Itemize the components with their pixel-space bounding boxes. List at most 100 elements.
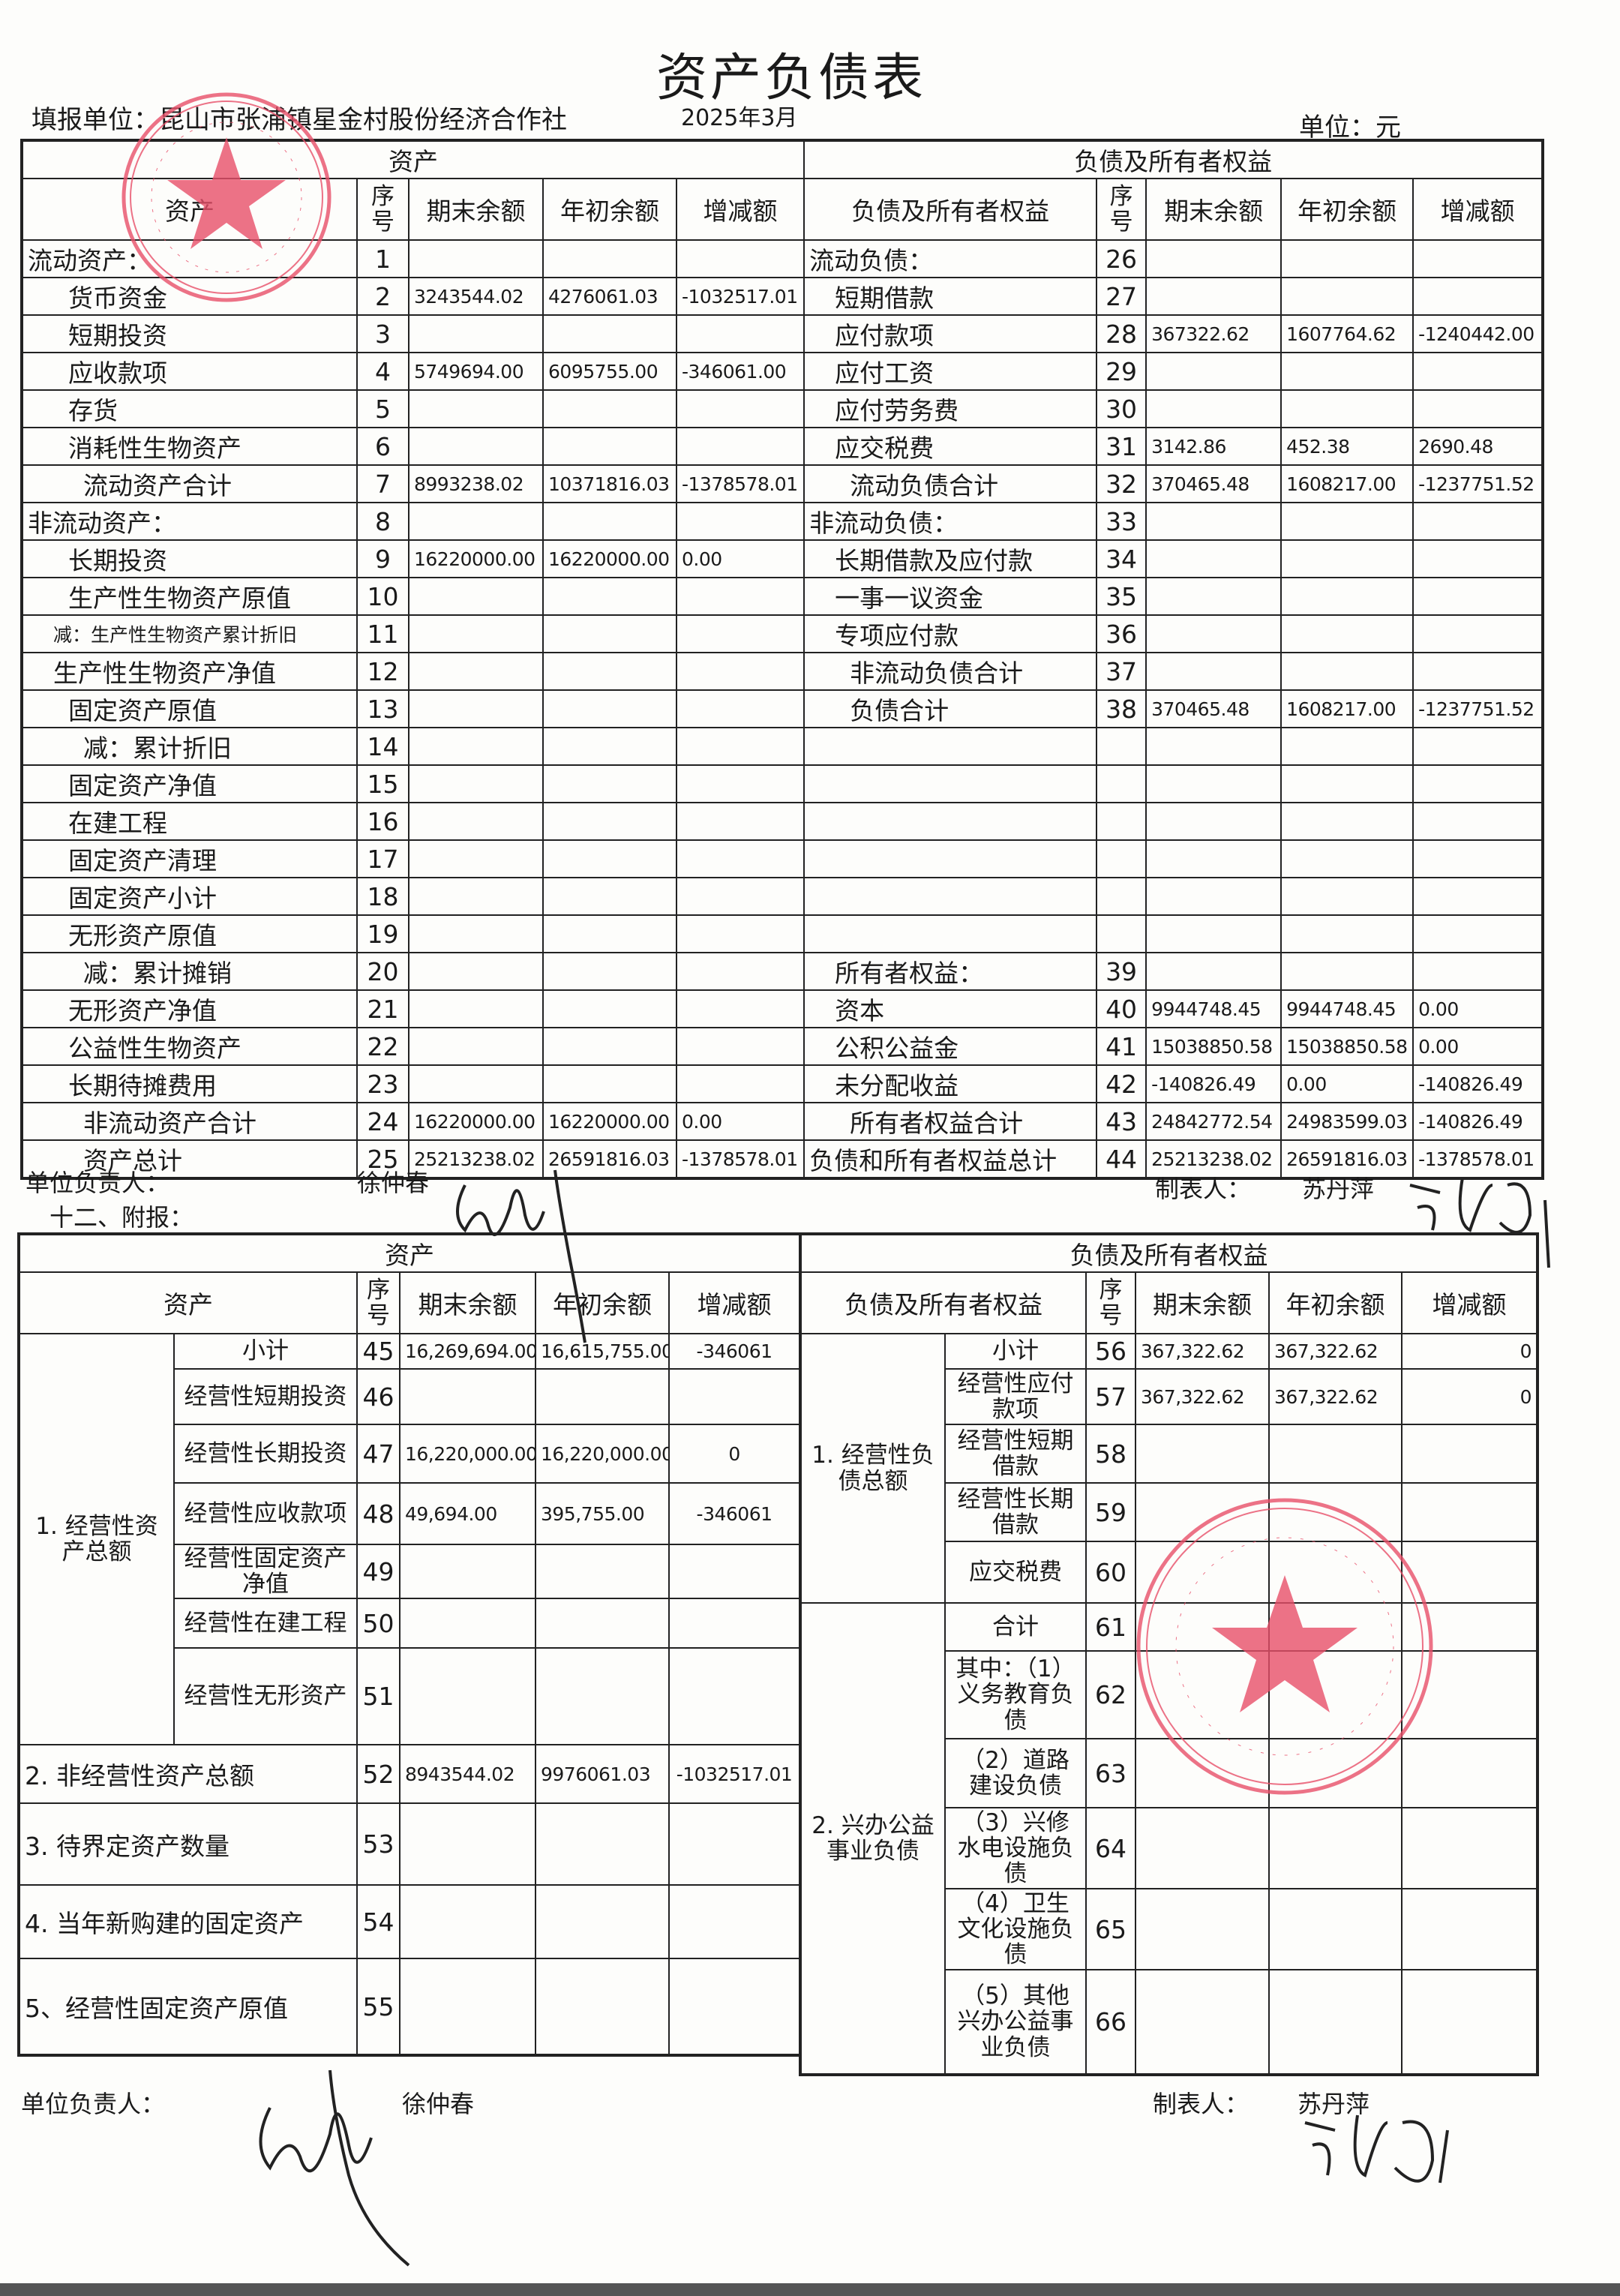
change-amount xyxy=(1412,952,1544,991)
change-amount: -346061.00 xyxy=(675,352,806,391)
begin-balance xyxy=(1280,727,1414,766)
change-amount: -1032517.01 xyxy=(668,1744,802,1804)
begin-balance xyxy=(1280,614,1414,653)
item-name: 2. 非经营性资产总额 xyxy=(18,1744,358,1804)
page-title: 资产负债表 xyxy=(656,49,926,108)
end-balance xyxy=(408,652,544,691)
table-row: 无形资产净值 21 资本 40 9944748.45 9944748.45 0.00 xyxy=(21,989,1544,1028)
table-row: 固定资产净值 15 xyxy=(21,764,1544,803)
item-seq: 31 xyxy=(1096,427,1148,466)
col-change-header: 增减额 xyxy=(1412,178,1544,241)
begin-balance xyxy=(542,427,677,466)
item-seq: 42 xyxy=(1096,1064,1148,1103)
begin-balance xyxy=(542,652,677,691)
end-balance xyxy=(408,877,544,916)
table-row: 公益性生物资产 22 公积公益金 41 15038850.58 15038850.58 0.… xyxy=(21,1027,1544,1066)
end-balance xyxy=(1145,652,1282,691)
begin-balance xyxy=(1280,764,1414,803)
liab-name-header: 负债及所有者权益 xyxy=(803,178,1098,241)
table-row: （5）其他兴办公益事业负债 66 xyxy=(800,1969,1539,2075)
end-balance: 3243544.02 xyxy=(408,277,544,316)
item-name: 应付劳务费 xyxy=(803,389,1098,428)
end-balance: 16,220,000.00 xyxy=(399,1424,536,1484)
begin-balance: 6095755.00 xyxy=(542,352,677,391)
column-header-row: 资产 序号 期末余额 年初余额 增减额 xyxy=(18,1271,802,1334)
item-name: 一事一议资金 xyxy=(803,577,1098,616)
change-amount xyxy=(1412,802,1544,841)
change-amount: 0.00 xyxy=(675,539,806,578)
end-balance xyxy=(408,952,544,991)
change-amount xyxy=(1412,652,1544,691)
end-balance xyxy=(408,839,544,878)
item-seq: 25 xyxy=(356,1139,410,1179)
item-seq: 49 xyxy=(356,1544,400,1599)
item-seq: 29 xyxy=(1096,352,1148,391)
item-seq: 7 xyxy=(356,464,410,503)
item-seq: 5 xyxy=(356,389,410,428)
begin-balance xyxy=(542,839,677,878)
begin-balance xyxy=(535,1884,670,1959)
item-name: 无形资产原值 xyxy=(21,914,358,953)
col-seq-header: 序号 xyxy=(356,178,410,241)
change-amount: -140826.49 xyxy=(1412,1102,1544,1141)
item-seq: 23 xyxy=(356,1064,410,1103)
item-name: 3. 待界定资产数量 xyxy=(18,1802,358,1886)
table-row: 2. 非经营性资产总额 52 8943544.02 9976061.03 -103251… xyxy=(18,1744,802,1804)
change-amount xyxy=(1412,577,1544,616)
item-seq: 1 xyxy=(356,239,410,278)
change-amount xyxy=(675,989,806,1028)
col-seq-header: 序号 xyxy=(1085,1271,1136,1334)
item-seq: 10 xyxy=(356,577,410,616)
change-amount xyxy=(1400,1424,1539,1484)
change-amount: 0.00 xyxy=(1412,989,1544,1028)
table-row: 短期投资 3 应付款项 28 367322.62 1607764.62 -1240442.0… xyxy=(21,314,1544,353)
currency-unit: 单位：元 xyxy=(1299,113,1401,143)
item-name: 减：累计摊销 xyxy=(21,952,358,991)
item-name: 存货 xyxy=(21,389,358,428)
end-balance: 3142.86 xyxy=(1145,427,1282,466)
begin-balance xyxy=(1268,1807,1402,1889)
end-balance xyxy=(408,689,544,728)
begin-balance: 24983599.03 xyxy=(1280,1102,1414,1141)
begin-balance xyxy=(1268,1888,1402,1970)
item-name: 公积公益金 xyxy=(803,1027,1098,1066)
table-row: 经营性固定资产净值 49 xyxy=(19,1544,802,1599)
end-balance xyxy=(1145,952,1282,991)
item-seq: 16 xyxy=(356,802,410,841)
end-balance: 367,322.62 xyxy=(1135,1333,1270,1370)
item-name: 流动负债： xyxy=(803,239,1098,278)
item-seq: 34 xyxy=(1096,539,1148,578)
end-balance xyxy=(1135,1738,1270,1808)
begin-balance: 395,755.00 xyxy=(535,1482,670,1545)
item-name: 非流动负债： xyxy=(803,502,1098,541)
item-name xyxy=(803,764,1098,803)
table-row: 1. 经营性资产总额 小计 45 16,269,694.00 16,615,755.00… xyxy=(18,1333,802,1745)
change-amount xyxy=(1400,1482,1539,1542)
change-amount xyxy=(1412,877,1544,916)
end-balance xyxy=(1135,1888,1270,1970)
item-seq: 57 xyxy=(1085,1368,1136,1425)
begin-balance: 452.38 xyxy=(1280,427,1414,466)
change-amount: -140826.49 xyxy=(1412,1064,1544,1103)
col-end-header: 期末余额 xyxy=(408,178,544,241)
change-amount xyxy=(668,1368,802,1425)
table-row: 减：累计摊销 20 所有者权益： 39 xyxy=(21,952,1544,991)
item-name: 5、经营性固定资产原值 xyxy=(18,1958,358,2056)
change-amount: 2690.48 xyxy=(1412,427,1544,466)
begin-balance xyxy=(1280,652,1414,691)
table-row: 存货 5 应付劳务费 30 xyxy=(21,389,1544,428)
table-row: 消耗性生物资产 6 应交税费 31 3142.86 452.38 2690.48 xyxy=(21,427,1544,466)
preparer-name: 苏丹萍 xyxy=(1302,1175,1375,1203)
table-row: 3. 待界定资产数量 53 xyxy=(18,1802,802,1886)
item-name: 长期待摊费用 xyxy=(21,1064,358,1103)
item-seq: 22 xyxy=(356,1027,410,1066)
change-amount xyxy=(675,802,806,841)
item-seq: 11 xyxy=(356,614,410,653)
begin-balance: 16,615,755.00 xyxy=(535,1333,670,1370)
item-seq xyxy=(1096,914,1148,953)
begin-balance xyxy=(1280,802,1414,841)
item-seq xyxy=(1096,727,1148,766)
begin-balance xyxy=(542,614,677,653)
begin-balance xyxy=(535,1647,670,1745)
change-amount xyxy=(675,1064,806,1103)
